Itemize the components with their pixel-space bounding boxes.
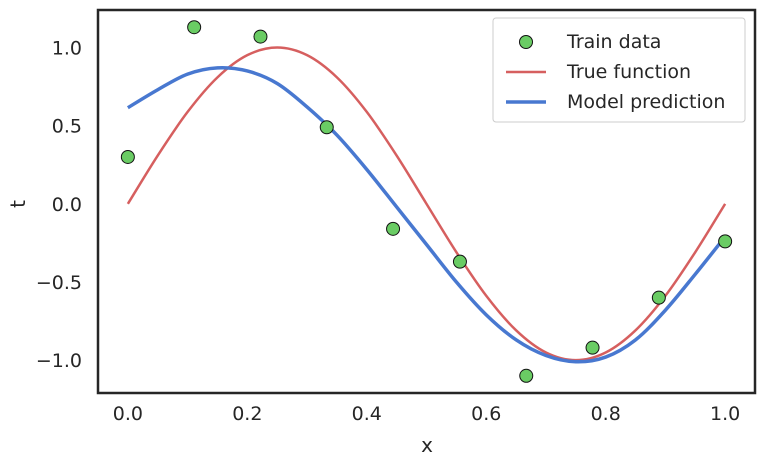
train-data-point [651, 290, 666, 305]
train-data-point [120, 149, 135, 164]
x-tick-label: 0.6 [471, 403, 501, 425]
x-tick-label: 0.0 [113, 403, 143, 425]
legend-label-model-prediction: Model prediction [567, 91, 725, 113]
train-data-point [718, 234, 733, 249]
model-prediction-line [126, 65, 727, 364]
train-data-point [452, 254, 467, 269]
legend-label-train-data: Train data [566, 31, 661, 53]
y-tick-label: 0.0 [52, 194, 82, 216]
train-data-point [519, 368, 534, 383]
y-tick-label: 1.0 [52, 38, 82, 60]
x-tick-label: 0.8 [591, 403, 621, 425]
legend-box [492, 17, 746, 123]
plot-frame [96, 8, 757, 395]
x-tick-label: 0.4 [352, 403, 382, 425]
x-axis-label: x [421, 433, 433, 457]
y-axis-label: t [6, 200, 30, 208]
train-data-point [187, 20, 202, 35]
legend-marker-train-data [519, 35, 533, 49]
train-data-point [585, 340, 600, 355]
x-tick-label: 1.0 [710, 403, 740, 425]
train-data-point [319, 120, 334, 135]
train-data-point [253, 29, 268, 44]
y-tick-label: 0.5 [52, 116, 82, 138]
train-data-point [386, 221, 401, 236]
y-tick-label: −0.5 [36, 272, 82, 294]
x-tick-label: 0.2 [232, 403, 262, 425]
true-function-line [126, 46, 727, 362]
legend: Train data True function Model predictio… [492, 17, 746, 123]
y-tick-label: −1.0 [36, 350, 82, 372]
legend-label-true-function: True function [566, 61, 691, 83]
